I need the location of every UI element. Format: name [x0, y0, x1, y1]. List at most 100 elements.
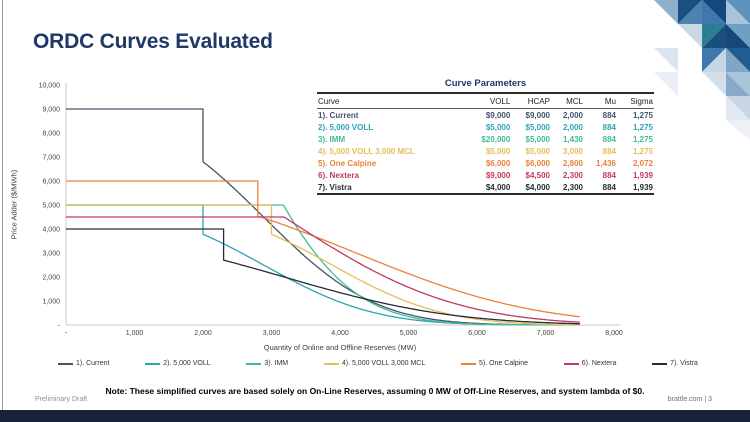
legend-label: 1). Current	[76, 360, 110, 367]
table-cell: $9,000	[525, 110, 550, 120]
table-cell: 884	[602, 146, 616, 156]
table-header-cell: HCAP	[511, 93, 551, 109]
table-body: 1). Current $9,000 $9,000 2,000 884 1,275 2). …	[317, 109, 654, 195]
curve-line	[66, 180, 580, 318]
legend-item: 4). 5,000 VOLL 3,000 MCL	[323, 360, 426, 367]
table-cell: 884	[602, 170, 616, 180]
legend-label: 7). Vistra	[670, 360, 698, 367]
table-cell: 2,000	[562, 122, 583, 132]
curve-line	[66, 204, 579, 326]
curve-line	[66, 204, 580, 326]
legend-line-swatch	[145, 362, 161, 365]
legend-item: 2). 5,000 VOLL	[145, 360, 211, 367]
x-tick-label: 5,000	[400, 330, 418, 337]
table-row: 3). IMM $20,000 $5,000 1,430 884 1,275	[317, 133, 654, 145]
legend-item: 5). One Calpine	[460, 360, 528, 367]
chart-legend: 1). Current 2). 5,000 VOLL 3). IMM 4). 5,00…	[58, 360, 698, 367]
y-tick-label: 3,000	[42, 251, 60, 258]
table-cell: 1,275	[632, 110, 653, 120]
x-tick-label: 3,000	[263, 330, 281, 337]
slide-left-border	[2, 0, 3, 410]
table-row: 2). 5,000 VOLL $5,000 $5,000 2,000 884 1,275	[317, 121, 654, 133]
table-cell: 3,000	[562, 146, 583, 156]
table-cell: $5,000	[525, 146, 550, 156]
x-tick-label: 6,000	[468, 330, 486, 337]
page-number-label: brattle.com | 3	[667, 396, 712, 403]
table-cell: 884	[602, 110, 616, 120]
table-row: 6). Nextera $9,000 $4,500 2,300 884 1,939	[317, 169, 654, 181]
table-header-cell: Curve	[317, 93, 465, 109]
y-tick-label: 9,000	[42, 107, 60, 114]
y-tick-label: 6,000	[42, 179, 60, 186]
table-row: 5). One Calpine $6,000 $6,000 2,800 1,436 2,0…	[317, 157, 654, 169]
legend-line-swatch	[246, 362, 262, 365]
table-cell: 2,300	[562, 182, 583, 192]
curve-line	[66, 216, 580, 323]
table-header-cell: MCL	[550, 93, 584, 109]
y-tick-label: 5,000	[42, 203, 60, 210]
table-row: 7). Vistra $4,000 $4,000 2,300 884 1,939	[317, 181, 654, 194]
legend-label: 4). 5,000 VOLL 3,000 MCL	[341, 360, 426, 367]
table-cell: $5,000	[485, 146, 511, 156]
y-tick-label: 10,000	[39, 83, 61, 90]
table-title: Curve Parameters	[444, 78, 527, 89]
table-cell: $5,000	[525, 134, 550, 144]
table-cell: 1). Current	[318, 110, 359, 120]
y-tick-label: 4,000	[42, 227, 60, 234]
table-cell: 1,436	[595, 158, 616, 168]
table-cell: $4,500	[525, 170, 550, 180]
table-row: 4). 5,000 VOLL 3,000 MCL $5,000 $5,000 3,00…	[317, 145, 654, 157]
table-cell: $9,000	[485, 170, 511, 180]
table-header-cell: VOLL	[465, 93, 512, 109]
table-cell: $5,000	[485, 122, 511, 132]
table-cell: 1,939	[632, 170, 653, 180]
y-tick-label: -	[58, 323, 61, 330]
legend-line-swatch	[563, 362, 579, 365]
table-row: 1). Current $9,000 $9,000 2,000 884 1,275	[317, 109, 654, 122]
legend-item: 3). IMM	[246, 360, 288, 367]
legend-line-swatch	[58, 362, 73, 365]
legend-label: 5). One Calpine	[478, 360, 528, 367]
table-header-cell: Sigma	[616, 93, 654, 109]
table-cell: 5). One Calpine	[318, 158, 377, 168]
legend-item: 6). Nextera	[563, 360, 617, 367]
triangle-mosaic-decoration	[654, 0, 750, 140]
table-cell: $9,000	[485, 110, 511, 120]
x-tick-label: 4,000	[331, 330, 349, 337]
table-cell: 6). Nextera	[318, 170, 359, 180]
table-cell: $6,000	[485, 158, 511, 168]
table-cell: 1,275	[632, 134, 653, 144]
note-text: Note: These simplified curves are based …	[105, 386, 645, 396]
curve-parameters-table: Curve Parameters Curve VOLL HCAP MCL Mu Sigma…	[317, 78, 654, 195]
table-header-row: Curve VOLL HCAP MCL Mu Sigma	[317, 93, 654, 109]
y-tick-label: 7,000	[42, 155, 60, 162]
table-cell: $6,000	[525, 158, 550, 168]
x-axis-label: Quantity of Online and Offline Reserves …	[263, 343, 417, 352]
x-tick-label: 1,000	[126, 330, 144, 337]
table-cell: 1,939	[632, 182, 653, 192]
legend-item: 1). Current	[58, 360, 109, 367]
y-tick-label: 8,000	[42, 131, 60, 138]
legend-label: 2). 5,000 VOLL	[163, 360, 211, 367]
legend-label: 6). Nextera	[581, 360, 617, 367]
curve-line	[66, 228, 580, 325]
legend-item: 7). Vistra	[652, 360, 698, 367]
table-header-cell: Mu	[583, 93, 617, 109]
table-cell: 1,430	[562, 134, 583, 144]
table-cell: 4). 5,000 VOLL 3,000 MCL	[318, 146, 415, 156]
table-cell: 3). IMM	[318, 134, 346, 144]
legend-line-swatch	[323, 362, 339, 365]
curve-line	[66, 204, 580, 326]
table-cell: 7). Vistra	[318, 182, 352, 192]
table-cell: 884	[602, 122, 616, 132]
table-grid: Curve VOLL HCAP MCL Mu Sigma 1). Current $9,00…	[317, 92, 654, 195]
table-cell: 2). 5,000 VOLL	[318, 122, 374, 132]
table-cell: 2,000	[562, 110, 583, 120]
x-tick-label: 7,000	[537, 330, 555, 337]
table-cell: 1,275	[632, 146, 653, 156]
x-tick-label: 8,000	[605, 330, 623, 337]
y-tick-label: 2,000	[42, 275, 60, 282]
table-cell: 1,275	[632, 122, 653, 132]
